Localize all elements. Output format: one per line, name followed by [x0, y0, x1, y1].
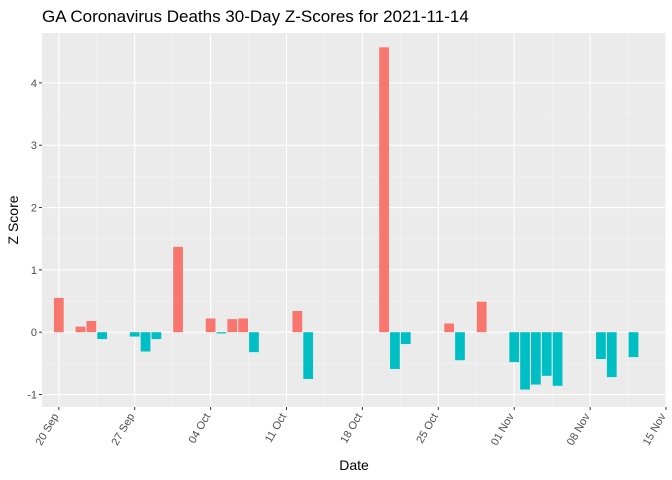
bar-2021-11-10: [606, 332, 617, 378]
bar-2021-11-12: [628, 332, 639, 358]
bar-2021-10-21: [390, 332, 400, 369]
y-tick-label: 2: [31, 203, 37, 215]
bar-2021-10-27: [455, 332, 465, 361]
x-tick-label: 27 Sep: [109, 412, 137, 448]
bar-2021-10-12: [292, 311, 303, 333]
y-tick-label: -1: [27, 390, 37, 402]
bar-2021-11-01: [509, 332, 520, 363]
bar-2021-11-05: [552, 332, 563, 386]
grid-lines: [42, 33, 667, 407]
x-tick-label: 15 Nov: [641, 411, 669, 448]
x-tick-label: 04 Oct: [187, 412, 214, 446]
bar-2021-09-29: [151, 332, 162, 340]
bar-2021-11-03: [531, 332, 541, 385]
y-tick-label: 0: [31, 327, 37, 339]
y-axis: -1 0 1 2 3 4: [27, 78, 42, 402]
bar-2021-09-20: [53, 297, 64, 333]
plot-panel: [42, 33, 666, 407]
bar-2021-10-26: [444, 323, 455, 333]
x-axis: 20 Sep 27 Sep 04 Oct 11 Oct 18 Oct 25 Oct 01 N…: [34, 407, 669, 448]
bar-2021-10-01: [173, 246, 183, 333]
x-tick-label: 20 Sep: [34, 412, 62, 448]
bar-2021-09-22: [75, 326, 86, 333]
x-tick-label: 18 Oct: [338, 412, 365, 446]
bar-2021-10-20: [379, 47, 389, 333]
bar-2021-10-29: [476, 301, 487, 333]
bar-2021-11-02: [520, 332, 530, 390]
bar-2021-10-22: [400, 332, 411, 345]
bar-2021-09-27: [129, 332, 140, 337]
y-tick-label: 3: [31, 140, 37, 152]
y-tick-label: 4: [31, 78, 37, 90]
y-tick-label: 1: [31, 265, 37, 277]
bar-2021-09-23: [86, 320, 97, 333]
bar-2021-09-28: [140, 332, 151, 352]
y-axis-label: Z Score: [5, 195, 21, 244]
x-tick-label: 08 Nov: [565, 411, 593, 448]
bar-2021-10-05: [216, 332, 227, 334]
bar-2021-11-04: [541, 332, 552, 376]
bar-2021-10-08: [249, 332, 259, 353]
bar-2021-10-04: [205, 318, 216, 333]
chart-title: GA Coronavirus Deaths 30-Day Z-Scores fo…: [42, 7, 469, 26]
bar-2021-10-06: [227, 319, 238, 333]
bar-2021-11-09: [596, 332, 606, 360]
x-axis-label: Date: [339, 457, 369, 473]
bar-2021-10-13: [303, 332, 314, 379]
x-tick-label: 01 Nov: [489, 411, 517, 448]
bars: [53, 47, 639, 390]
x-tick-label: 25 Oct: [414, 412, 441, 446]
x-tick-label: 11 Oct: [263, 412, 289, 445]
bar-2021-09-24: [97, 332, 108, 340]
bar-2021-10-07: [238, 318, 249, 333]
